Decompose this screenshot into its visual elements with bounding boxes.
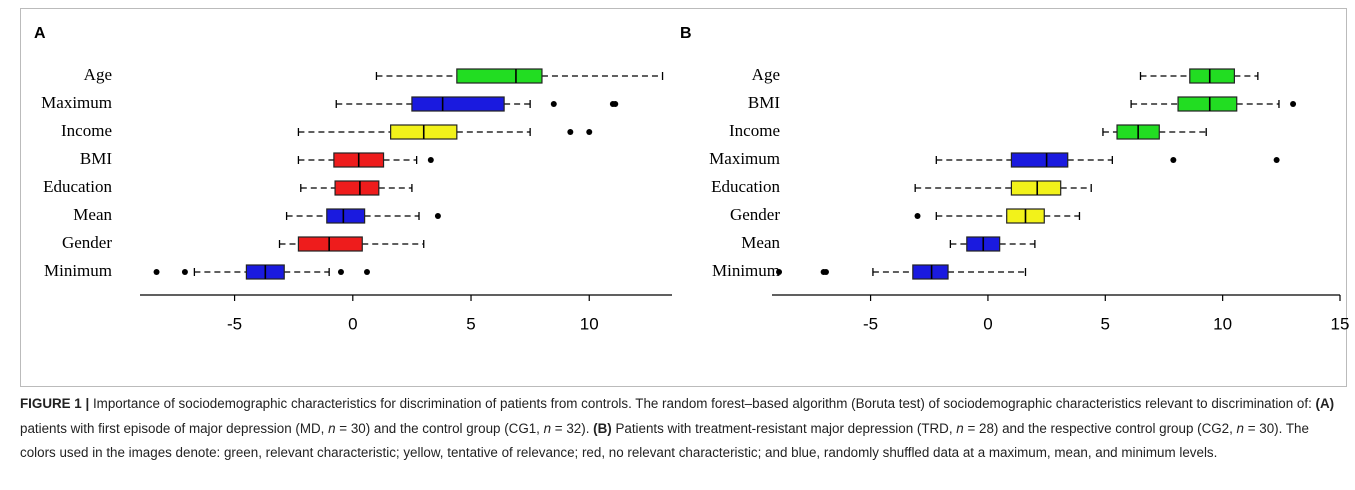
outlier bbox=[153, 269, 160, 275]
figure-frame bbox=[20, 8, 1347, 387]
panel-label: A bbox=[34, 25, 46, 42]
outlier bbox=[567, 129, 574, 135]
category-label: Gender bbox=[730, 205, 780, 224]
box bbox=[912, 264, 949, 280]
outlier bbox=[776, 269, 783, 275]
caption-text: = 28) and the respective control group (… bbox=[963, 420, 1237, 436]
category-label: Maximum bbox=[709, 149, 780, 168]
x-tick-label: 15 bbox=[1331, 314, 1350, 333]
caption-text: Importance of sociodemographic character… bbox=[89, 396, 1316, 411]
category-label: Education bbox=[711, 177, 780, 196]
outlier bbox=[1290, 101, 1297, 107]
x-tick-label: -5 bbox=[227, 314, 242, 333]
category-label: Age bbox=[84, 65, 112, 84]
caption-n: n bbox=[543, 420, 552, 436]
box bbox=[334, 180, 380, 196]
caption-n: n bbox=[956, 420, 964, 436]
x-tick-label: -5 bbox=[863, 314, 878, 333]
outlier bbox=[427, 157, 434, 163]
box bbox=[326, 208, 366, 224]
caption-text: = 30) and the control group (CG1, bbox=[335, 420, 544, 436]
box bbox=[1010, 152, 1069, 168]
outlier bbox=[337, 269, 344, 275]
x-tick-label: 0 bbox=[348, 314, 357, 333]
category-label: Mean bbox=[73, 205, 112, 224]
category-label: BMI bbox=[748, 93, 780, 112]
caption-n: n bbox=[1236, 420, 1244, 436]
category-label: Maximum bbox=[41, 93, 112, 112]
category-label: Gender bbox=[62, 233, 112, 252]
outlier bbox=[586, 129, 593, 135]
caption-label: FIGURE 1 | bbox=[20, 396, 90, 411]
category-label: Education bbox=[43, 177, 112, 196]
x-tick-label: 5 bbox=[1101, 314, 1110, 333]
box bbox=[411, 96, 505, 112]
caption-text: Patients with treatment-resistant major … bbox=[611, 420, 957, 436]
category-label: Mean bbox=[741, 233, 780, 252]
outlier bbox=[914, 213, 921, 219]
x-tick-label: 5 bbox=[466, 314, 475, 333]
box bbox=[1010, 180, 1062, 196]
box bbox=[456, 68, 543, 84]
category-label: Minimum bbox=[712, 261, 780, 280]
caption-text: patients with first episode of major dep… bbox=[20, 420, 329, 436]
figure: A Age Maximum Income BMI Education Mean Gender M… bbox=[20, 8, 1350, 387]
category-label: Minimum bbox=[44, 261, 112, 280]
outlier bbox=[612, 101, 619, 107]
outlier bbox=[822, 269, 829, 275]
caption-ref: (B) bbox=[593, 420, 612, 436]
panel-label: B bbox=[680, 25, 692, 42]
category-label: Age bbox=[752, 65, 780, 84]
outlier bbox=[181, 269, 188, 275]
category-label: BMI bbox=[80, 149, 112, 168]
caption-text: = 32). bbox=[551, 420, 594, 436]
box bbox=[1177, 96, 1238, 112]
x-tick-label: 10 bbox=[1213, 314, 1232, 333]
outlier bbox=[1273, 157, 1280, 163]
outlier bbox=[550, 101, 557, 107]
caption: FIGURE 1 | Importance of sociodemographi… bbox=[20, 392, 1345, 466]
caption-ref: (A) bbox=[1315, 396, 1335, 411]
outlier bbox=[363, 269, 370, 275]
box bbox=[1189, 68, 1235, 84]
category-label: Income bbox=[729, 121, 780, 140]
caption-n: n bbox=[328, 420, 336, 436]
x-tick-label: 10 bbox=[580, 314, 599, 333]
outlier bbox=[434, 213, 441, 219]
category-label: Income bbox=[61, 121, 112, 140]
caption-text: = 30). The colors used in the images den… bbox=[20, 420, 1309, 461]
box bbox=[297, 236, 363, 252]
outlier bbox=[1170, 157, 1177, 163]
x-tick-label: 0 bbox=[983, 314, 992, 333]
